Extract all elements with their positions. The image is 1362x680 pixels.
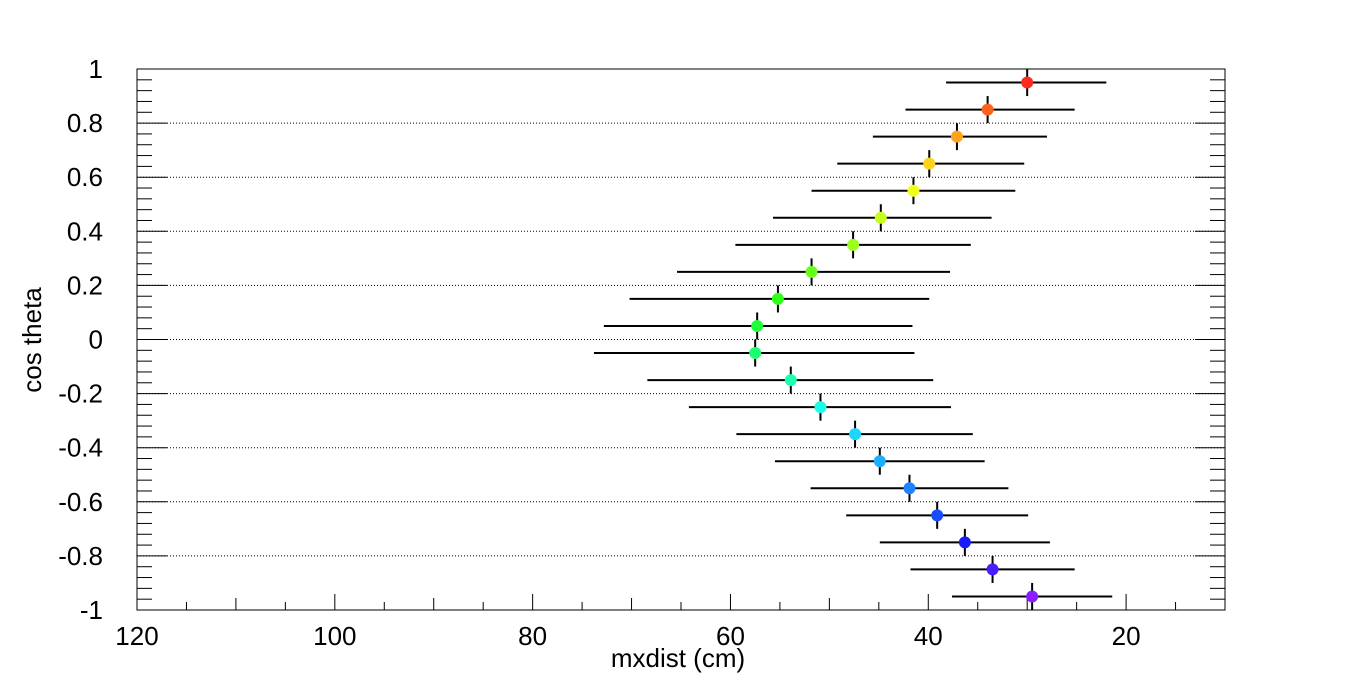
data-point-group: [810, 474, 1009, 502]
data-point-group: [647, 366, 934, 394]
x-tick-label: 20: [1112, 621, 1141, 651]
data-point-group: [629, 285, 930, 313]
y-gridlines: [137, 122, 1225, 557]
y-axis-title: cos theta: [17, 287, 47, 393]
data-point: [1026, 590, 1039, 603]
y-tick-label: 0.6: [67, 162, 103, 192]
data-point-group: [952, 582, 1113, 610]
data-point-group: [603, 312, 913, 340]
data-point: [849, 428, 862, 441]
y-tick-label: 0.4: [67, 216, 103, 246]
y-axis-ticks: -1 -0.8 -0.6 -0.4 -0.2 0 0.2 0.4 0.6 0.8 1: [58, 54, 1225, 625]
x-axis-title: mxdist (cm): [611, 643, 745, 673]
y-tick-label: -0.8: [58, 541, 103, 571]
data-point-group: [593, 339, 915, 367]
data-point-group: [811, 177, 1016, 205]
data-point: [771, 292, 784, 305]
data-point: [1021, 76, 1034, 89]
data-point-group: [837, 150, 1025, 178]
data-point: [751, 319, 764, 332]
data-point: [981, 103, 994, 116]
y-tick-label: -0.4: [58, 433, 103, 463]
data-point-group: [905, 96, 1075, 124]
x-tick-label: 120: [115, 621, 158, 651]
data-point: [784, 374, 797, 387]
data-point: [931, 509, 944, 522]
data-point: [814, 401, 827, 414]
y-tick-label: -1: [80, 595, 103, 625]
data-point-group: [736, 420, 973, 448]
y-tick-label: 0.2: [67, 270, 103, 300]
data-point: [986, 563, 999, 576]
data-point: [907, 184, 920, 197]
data-point-group: [879, 528, 1050, 556]
y-tick-label: -0.2: [58, 379, 103, 409]
data-point: [923, 157, 936, 170]
data-point-group: [910, 555, 1075, 583]
data-point: [903, 482, 916, 495]
y-tick-label: 0.8: [67, 108, 103, 138]
data-point-group: [735, 231, 971, 259]
data-point: [873, 455, 886, 468]
x-tick-label: 60: [716, 621, 745, 651]
data-point: [749, 347, 762, 360]
data-point-group: [946, 69, 1107, 97]
x-tick-label: 80: [518, 621, 547, 651]
x-tick-label: 40: [914, 621, 943, 651]
data-point-group: [688, 393, 952, 421]
data-point: [805, 265, 818, 278]
data-point-group: [772, 204, 992, 232]
data-point: [958, 536, 971, 549]
data-points: [593, 69, 1113, 610]
data-point: [950, 130, 963, 143]
data-point-group: [872, 123, 1047, 151]
data-point-group: [774, 447, 985, 475]
y-tick-label: 0: [89, 325, 103, 355]
plot-frame: [136, 68, 1226, 611]
y-tick-label: -0.6: [58, 487, 103, 517]
data-point: [874, 211, 887, 224]
data-point-group: [846, 501, 1029, 529]
x-axis-ticks: 120 100 80 60 40 20: [115, 594, 1226, 651]
data-point: [847, 238, 860, 251]
y-tick-label: 1: [89, 54, 103, 84]
x-tick-label: 100: [313, 621, 356, 651]
data-point-group: [677, 258, 951, 286]
